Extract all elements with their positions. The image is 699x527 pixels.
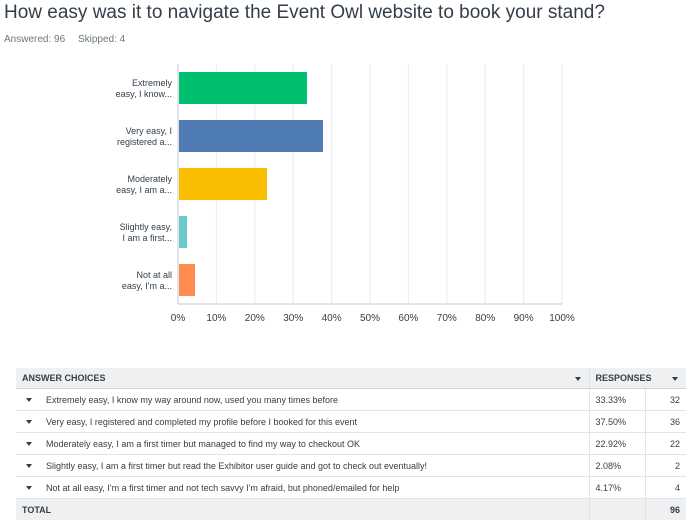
total-count: 96	[644, 498, 686, 520]
answer-choices-header[interactable]: ANSWER CHOICES	[16, 368, 589, 389]
answer-choice-label: Slightly easy, I am a first timer but re…	[46, 460, 428, 471]
bar[interactable]	[179, 264, 196, 296]
response-count: 2	[644, 454, 686, 477]
table-row: Very easy, I registered and completed my…	[16, 410, 686, 433]
answer-choice-label: Not at all easy, I'm a first timer and n…	[46, 482, 400, 493]
bar[interactable]	[179, 120, 323, 152]
total-row: TOTAL 96	[16, 498, 686, 520]
results-header-row: ANSWER CHOICES RESPONSES	[16, 368, 686, 389]
expand-caret-icon[interactable]	[26, 442, 32, 447]
x-tick-label: 100%	[549, 313, 575, 324]
chart-bars	[179, 72, 323, 296]
skipped-count: Skipped: 4	[77, 34, 126, 45]
expand-caret-icon[interactable]	[26, 398, 32, 403]
answer-choices-header-label: ANSWER CHOICES	[22, 373, 106, 383]
response-count: 4	[644, 476, 686, 499]
x-tick-label: 50%	[360, 313, 380, 324]
answer-choice-cell[interactable]: Very easy, I registered and completed my…	[16, 410, 589, 433]
category-label: Slightly easy, I am a first...	[120, 222, 172, 243]
answer-choice-cell[interactable]: Moderately easy, I am a first timer but …	[16, 432, 589, 455]
response-count: 32	[644, 388, 686, 411]
expand-caret-icon[interactable]	[26, 464, 32, 469]
sort-caret-icon[interactable]	[574, 377, 581, 381]
results-table: ANSWER CHOICES RESPONSES Extremely easy,…	[16, 368, 686, 520]
answer-choice-cell[interactable]: Extremely easy, I know my way around now…	[16, 388, 589, 411]
total-label: TOTAL	[16, 498, 589, 520]
x-tick-label: 40%	[322, 313, 342, 324]
answer-choice-cell[interactable]: Not at all easy, I'm a first timer and n…	[16, 476, 589, 499]
response-count: 22	[644, 432, 686, 455]
answer-choice-label: Moderately easy, I am a first timer but …	[46, 438, 360, 449]
table-row: Moderately easy, I am a first timer but …	[16, 432, 686, 455]
table-row: Not at all easy, I'm a first timer and n…	[16, 476, 686, 499]
responses-header-label: RESPONSES	[595, 373, 652, 383]
x-tick-label: 0%	[171, 313, 186, 324]
category-label: Moderately easy, I am a...	[116, 174, 172, 195]
total-spacer	[588, 498, 645, 520]
x-tick-label: 60%	[398, 313, 418, 324]
response-count: 36	[644, 410, 686, 433]
x-tick-label: 10%	[206, 313, 226, 324]
expand-caret-icon[interactable]	[26, 486, 32, 491]
answer-choice-label: Extremely easy, I know my way around now…	[46, 394, 338, 405]
x-tick-label: 80%	[475, 313, 495, 324]
response-percent: 4.17%	[588, 476, 645, 499]
bar[interactable]	[179, 72, 307, 104]
x-tick-label: 70%	[437, 313, 457, 324]
category-label: Not at all easy, I'm a...	[122, 270, 172, 291]
bar[interactable]	[179, 216, 187, 248]
x-tick-label: 90%	[514, 313, 534, 324]
responses-header[interactable]: RESPONSES	[588, 368, 686, 389]
bar[interactable]	[179, 168, 268, 200]
question-title: How easy was it to navigate the Event Ow…	[4, 2, 605, 23]
response-percent: 2.08%	[588, 454, 645, 477]
table-row: Slightly easy, I am a first timer but re…	[16, 454, 686, 477]
answered-count: Answered: 96	[4, 34, 66, 45]
x-tick-label: 30%	[283, 313, 303, 324]
category-label: Extremely easy, I know...	[116, 78, 173, 99]
answer-choice-cell[interactable]: Slightly easy, I am a first timer but re…	[16, 454, 589, 477]
expand-caret-icon[interactable]	[26, 420, 32, 425]
answer-choice-label: Very easy, I registered and completed my…	[46, 416, 358, 427]
chart-x-ticks: 0% 10% 20% 30% 40% 50% 60% 70% 80% 90% 100%	[171, 313, 575, 324]
x-tick-label: 20%	[245, 313, 265, 324]
response-summary: Answered: 96 Skipped: 4	[4, 34, 135, 45]
sort-caret-icon[interactable]	[672, 377, 678, 381]
response-percent: 33.33%	[588, 388, 645, 411]
response-percent: 22.92%	[588, 432, 645, 455]
response-percent: 37.50%	[588, 410, 645, 433]
table-row: Extremely easy, I know my way around now…	[16, 388, 686, 411]
